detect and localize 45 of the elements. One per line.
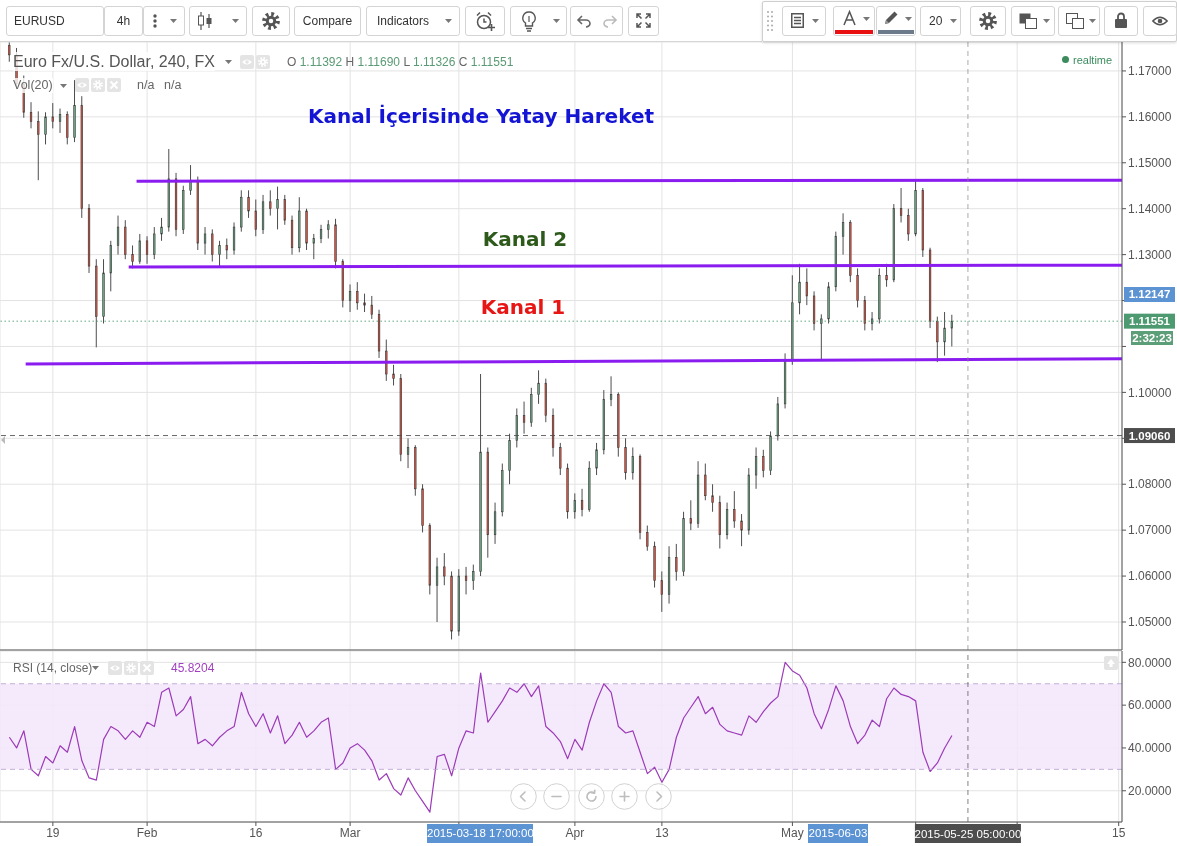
compare-button: Compare — [294, 6, 361, 36]
text: 2015-06-03 — [808, 824, 868, 843]
annotation: realtime — [1073, 53, 1113, 68]
text: O 1.11392 H 1.11690 L 1.11326 C 1.11551 — [287, 55, 514, 69]
y-tick-label: 1.14000 — [1128, 201, 1172, 216]
annotation: Kanal İçerisinde Yatay Hareket — [307, 104, 655, 128]
y-tick-label: 1.07000 — [1128, 523, 1172, 538]
y-tick-label: 1.06000 — [1128, 569, 1172, 584]
x-tick-label: 15 — [1112, 825, 1126, 840]
symbol-field: EURUSD — [6, 6, 104, 36]
ref-line-label: 1.11551 — [1129, 315, 1171, 328]
x-tick-label: Apr — [565, 825, 585, 840]
x-tick-label: 19 — [46, 825, 60, 840]
y-tick-label: 40.0000 — [1128, 741, 1172, 756]
size-dropdown: 20 — [920, 6, 961, 36]
y-tick-label: 1.08000 — [1128, 477, 1172, 492]
annotation: Kanal 1 — [480, 295, 566, 319]
interval-button: 4h — [104, 6, 143, 36]
annotation: n/a — [164, 78, 182, 93]
x-tick-label: Mar — [339, 825, 361, 840]
y-tick-label: 1.16000 — [1128, 110, 1172, 125]
y-tick-label: 1.17000 — [1128, 64, 1172, 79]
indicators-button: Indicators — [366, 6, 460, 36]
text: 1.12147 — [1124, 287, 1175, 302]
text: Euro Fx/U.S. Dollar, 240, FX — [13, 52, 215, 71]
y-tick-label: 1.05000 — [1128, 615, 1172, 630]
text: 2:32:23 — [1131, 331, 1173, 345]
ref-line-label: 2015-05-25 05:00:00 — [914, 827, 1022, 840]
ref-line-label: 1.09060 — [1128, 429, 1171, 442]
y-tick-label: 60.0000 — [1128, 698, 1172, 713]
text: RSI (14, close) — [13, 661, 93, 676]
x-tick-label: Feb — [136, 825, 158, 840]
annotation: 45.8204 — [171, 661, 215, 676]
y-tick-label: 1.15000 — [1128, 156, 1172, 171]
text: 2015-03-18 17:00:00 — [427, 824, 534, 843]
annotation: n/a — [137, 78, 155, 93]
y-tick-label: 80.0000 — [1128, 655, 1172, 670]
x-tick-label: 16 — [249, 825, 263, 840]
y-tick-label: 1.10000 — [1128, 385, 1172, 400]
x-tick-label: 13 — [655, 825, 669, 840]
y-tick-label: 1.13000 — [1128, 247, 1172, 262]
x-tick-label: May — [781, 825, 804, 840]
annotation: Vol(20) — [13, 78, 53, 93]
annotation: Kanal 2 — [482, 227, 568, 251]
y-tick-label: 20.0000 — [1128, 784, 1172, 799]
